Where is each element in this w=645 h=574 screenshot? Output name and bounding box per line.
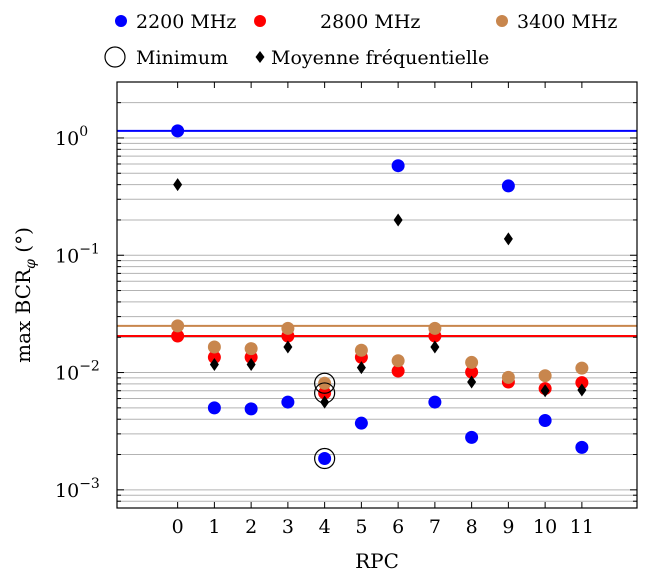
data-point: [501, 370, 515, 384]
data-point: [501, 179, 515, 193]
x-tick-label: 4: [319, 516, 331, 538]
x-tick-label: 8: [466, 516, 478, 538]
plot-frame: [116, 81, 638, 509]
legend-marker: [104, 46, 126, 68]
data-point: [207, 401, 221, 415]
legend-entry: Minimum: [104, 46, 228, 69]
x-axis-label: RPC: [355, 549, 399, 573]
legend-entry: 3400 MHz: [496, 11, 617, 33]
y-tick-label: 10−2: [55, 359, 100, 385]
x-tick-label: 0: [172, 516, 184, 538]
data-point: [575, 361, 589, 375]
y-axis-title: max BCRφ (°): [11, 227, 39, 363]
data-point: [171, 319, 185, 333]
axis-ticks: 0 1 2 3 4 5 6 7 8 9 10 11 100 10−1 10−2 10−3: [55, 81, 637, 538]
x-tick-label: 11: [570, 516, 594, 538]
x-tick-label: 1: [208, 516, 220, 538]
legend-label: 2800 MHz: [320, 11, 420, 33]
x-tick-label: 5: [355, 516, 367, 538]
data-point: [575, 376, 589, 390]
legend-entry: 2200 MHz: [115, 11, 236, 33]
data-point: [391, 364, 405, 378]
data-points: [171, 124, 589, 470]
legend-marker: [255, 51, 265, 63]
data-point: [538, 369, 552, 383]
data-point: [465, 355, 479, 369]
data-point: [207, 350, 221, 364]
x-tick-label: 9: [502, 516, 514, 538]
y-axis-label: max BCRφ (°): [11, 227, 39, 363]
diamond-point: [467, 375, 477, 389]
legend-label: 2200 MHz: [136, 11, 236, 33]
data-point: [575, 440, 589, 454]
data-point: [538, 414, 552, 428]
data-point: [281, 395, 295, 409]
x-tick-label: 6: [392, 516, 404, 538]
diamond-point: [283, 340, 293, 354]
minimum-marker: [314, 372, 336, 394]
y-tick-label: 10−1: [55, 241, 100, 267]
diamond-point: [430, 340, 440, 354]
legend-label: 3400 MHz: [517, 11, 617, 33]
diamond-point: [393, 213, 403, 227]
reference-lines: [117, 129, 637, 337]
data-point: [428, 395, 442, 409]
grid: [117, 81, 637, 509]
x-tick-label: 10: [533, 516, 557, 538]
diamond-point: [577, 383, 587, 397]
minimum-marker: [314, 447, 336, 470]
data-point: [171, 124, 185, 138]
diamond-point: [540, 384, 550, 398]
data-point: [244, 402, 258, 416]
data-point: [465, 430, 479, 444]
data-point: [391, 159, 405, 173]
data-point: [354, 343, 368, 357]
x-tick-label: 3: [282, 516, 294, 538]
diamond-point: [209, 358, 219, 372]
legend-marker: [254, 15, 266, 27]
legend-marker: [115, 15, 127, 27]
legend: 2200 MHz 2800 MHz 3400 MHz Minimum Moyenne f…: [104, 11, 617, 69]
legend-label: Minimum: [136, 47, 228, 69]
diamond-point: [356, 361, 366, 375]
diamond-point: [320, 395, 330, 409]
minimum-marker: [314, 382, 336, 404]
legend-marker: [496, 15, 508, 27]
data-point: [281, 321, 295, 335]
y-tick-label: 10−3: [55, 476, 100, 502]
legend-entry: Moyenne fréquentielle: [255, 47, 489, 69]
x-tick-label: 7: [429, 516, 441, 538]
data-point: [244, 342, 258, 356]
data-point: [318, 451, 332, 465]
diamond-point: [503, 232, 513, 246]
data-point: [207, 340, 221, 354]
legend-entry: 2800 MHz: [254, 11, 420, 33]
data-point: [391, 354, 405, 368]
x-tick-label: 2: [245, 516, 257, 538]
data-point: [354, 416, 368, 430]
diamond-point: [173, 178, 183, 192]
legend-label: Moyenne fréquentielle: [271, 47, 489, 69]
y-tick-label: 100: [55, 124, 88, 150]
plot-border: [116, 81, 638, 509]
data-point: [428, 321, 442, 335]
data-point: [465, 365, 479, 379]
diamond-point: [246, 358, 256, 372]
data-point: [171, 329, 185, 343]
